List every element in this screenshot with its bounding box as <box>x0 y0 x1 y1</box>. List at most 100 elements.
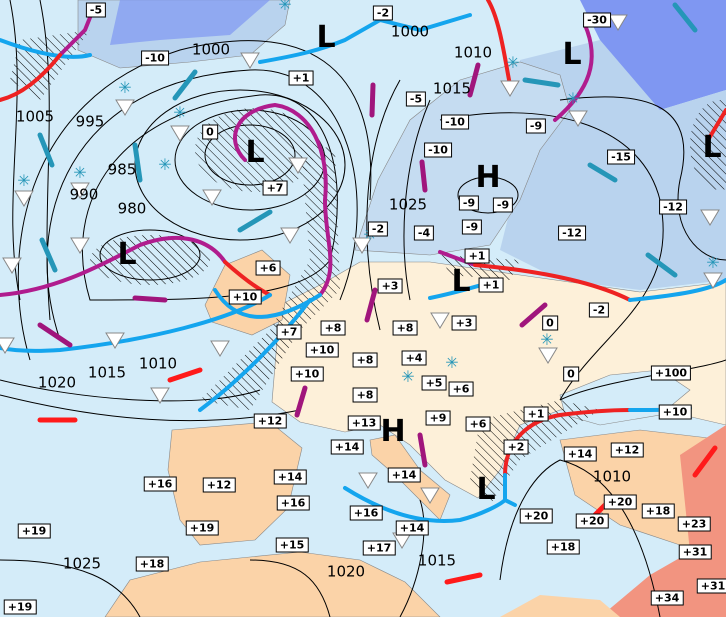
snow-icon: ✳ <box>566 89 579 108</box>
shower-triangle-icon <box>210 340 230 357</box>
occluded-front <box>0 235 227 297</box>
snow-icon: ✳ <box>118 78 131 97</box>
temperature-label: -4 <box>413 225 435 241</box>
temperature-label: +19 <box>185 520 219 536</box>
cold-air-arrow-icon <box>522 77 561 88</box>
shower-triangle-icon <box>538 347 558 364</box>
isobar-label: 1010 <box>453 43 493 62</box>
temperature-label: +14 <box>273 469 307 485</box>
temperature-label: +1 <box>464 248 490 264</box>
temperature-label: +8 <box>320 320 346 336</box>
temperature-label: +7 <box>276 324 302 340</box>
shower-triangle-icon <box>170 125 190 142</box>
shower-triangle-icon <box>240 52 260 69</box>
temperature-label: +12 <box>253 413 287 429</box>
temperature-label: -9 <box>525 118 547 134</box>
isobar-label: 1025 <box>62 554 102 573</box>
isobar-label: 1025 <box>388 195 428 214</box>
occluded-front <box>233 102 333 297</box>
temperature-label: +6 <box>448 381 474 397</box>
temperature-label: +16 <box>143 476 177 492</box>
snow-icon: ✳ <box>540 330 553 349</box>
shower-triangle-icon <box>70 237 90 254</box>
temperature-label: +18 <box>546 539 580 555</box>
shower-triangle-icon <box>0 337 15 354</box>
isobar-label: 1015 <box>417 551 457 570</box>
cold-air-arrow-icon <box>587 162 618 183</box>
temperature-label: +4 <box>401 350 427 366</box>
temperature-label: +10 <box>228 289 262 305</box>
temperature-label: +10 <box>305 342 339 358</box>
temperature-label: +8 <box>352 387 378 403</box>
warm-air-arrow-icon <box>692 445 718 478</box>
moist-air-arrow-icon <box>37 322 73 348</box>
isobar-label: 995 <box>75 112 105 131</box>
temperature-label: +12 <box>202 477 236 493</box>
greenland-ice <box>110 0 270 45</box>
snow-icon: ✳ <box>706 253 719 272</box>
temperature-label: +20 <box>519 508 553 524</box>
temperature-label: +9 <box>425 410 451 426</box>
temperature-label: +100 <box>650 365 692 381</box>
isobar-label: 1020 <box>326 562 366 581</box>
cold-front <box>258 13 472 64</box>
shower-triangle-icon <box>105 332 125 349</box>
temperature-label: +14 <box>563 446 597 462</box>
moist-air-arrow-icon <box>369 82 376 118</box>
temperature-label: -2 <box>372 5 394 21</box>
isobar-label: 990 <box>69 185 99 204</box>
isobar-label: 980 <box>117 199 147 218</box>
temperature-label: -15 <box>607 149 635 165</box>
isobar-label: 1015 <box>432 79 472 98</box>
temperature-label: +3 <box>377 278 403 294</box>
temperature-label: +23 <box>677 516 711 532</box>
shower-triangle-icon <box>703 272 723 289</box>
pressure-center: H <box>380 414 406 449</box>
temperature-label: +14 <box>387 467 421 483</box>
air-flow-arrows <box>37 2 718 585</box>
temperature-label: -5 <box>405 91 427 107</box>
temperature-label: -2 <box>588 302 610 318</box>
moist-air-arrow-icon <box>467 62 481 98</box>
temperature-label: -9 <box>458 195 480 211</box>
temperature-label: +13 <box>347 415 381 431</box>
moist-air-arrow-icon <box>417 432 428 468</box>
cold-front <box>198 298 312 412</box>
pressure-center: L <box>702 130 722 165</box>
pressure-center: L <box>117 237 137 272</box>
temperature-label: +2 <box>503 439 529 455</box>
temperature-label: -12 <box>659 199 687 215</box>
temperature-label: -9 <box>492 197 514 213</box>
warm-front <box>223 260 272 297</box>
snow-icon: ✳ <box>173 103 186 122</box>
temperature-label: +7 <box>262 180 288 196</box>
snow-icon: ✳ <box>73 163 86 182</box>
cold-front <box>0 38 92 59</box>
moist-air-arrow-icon <box>519 302 548 328</box>
isobar-label: 1010 <box>138 354 178 373</box>
cold-front <box>628 278 726 302</box>
temperature-label: +3 <box>451 315 477 331</box>
isobar-label: 1010 <box>592 467 632 486</box>
pressure-center: H <box>475 160 501 195</box>
shower-triangle-icon <box>150 387 170 404</box>
isobar-label: 1000 <box>390 22 430 41</box>
temperature-label: +8 <box>392 320 418 336</box>
weather-symbols: ✳✳✳✳✳✳✳✳✳✳✳✳✳ <box>0 0 723 549</box>
temperature-label: -12 <box>558 225 586 241</box>
warm-front <box>486 0 512 87</box>
temperature-label: +20 <box>603 494 637 510</box>
temperature-label: +19 <box>3 599 37 615</box>
snow-icon: ✳ <box>158 155 171 174</box>
temperature-label: +16 <box>349 505 383 521</box>
temperature-label: -10 <box>141 50 169 66</box>
moist-air-arrow-icon <box>132 295 168 303</box>
shower-triangle-icon <box>352 237 372 254</box>
temperature-label: 0 <box>563 366 579 382</box>
temperature-label: +19 <box>17 523 51 539</box>
snow-icon: ✳ <box>278 0 291 14</box>
temperature-label: +17 <box>362 540 396 556</box>
temperature-label: +6 <box>465 416 491 432</box>
fronts <box>0 0 726 523</box>
warm-front <box>706 108 726 142</box>
